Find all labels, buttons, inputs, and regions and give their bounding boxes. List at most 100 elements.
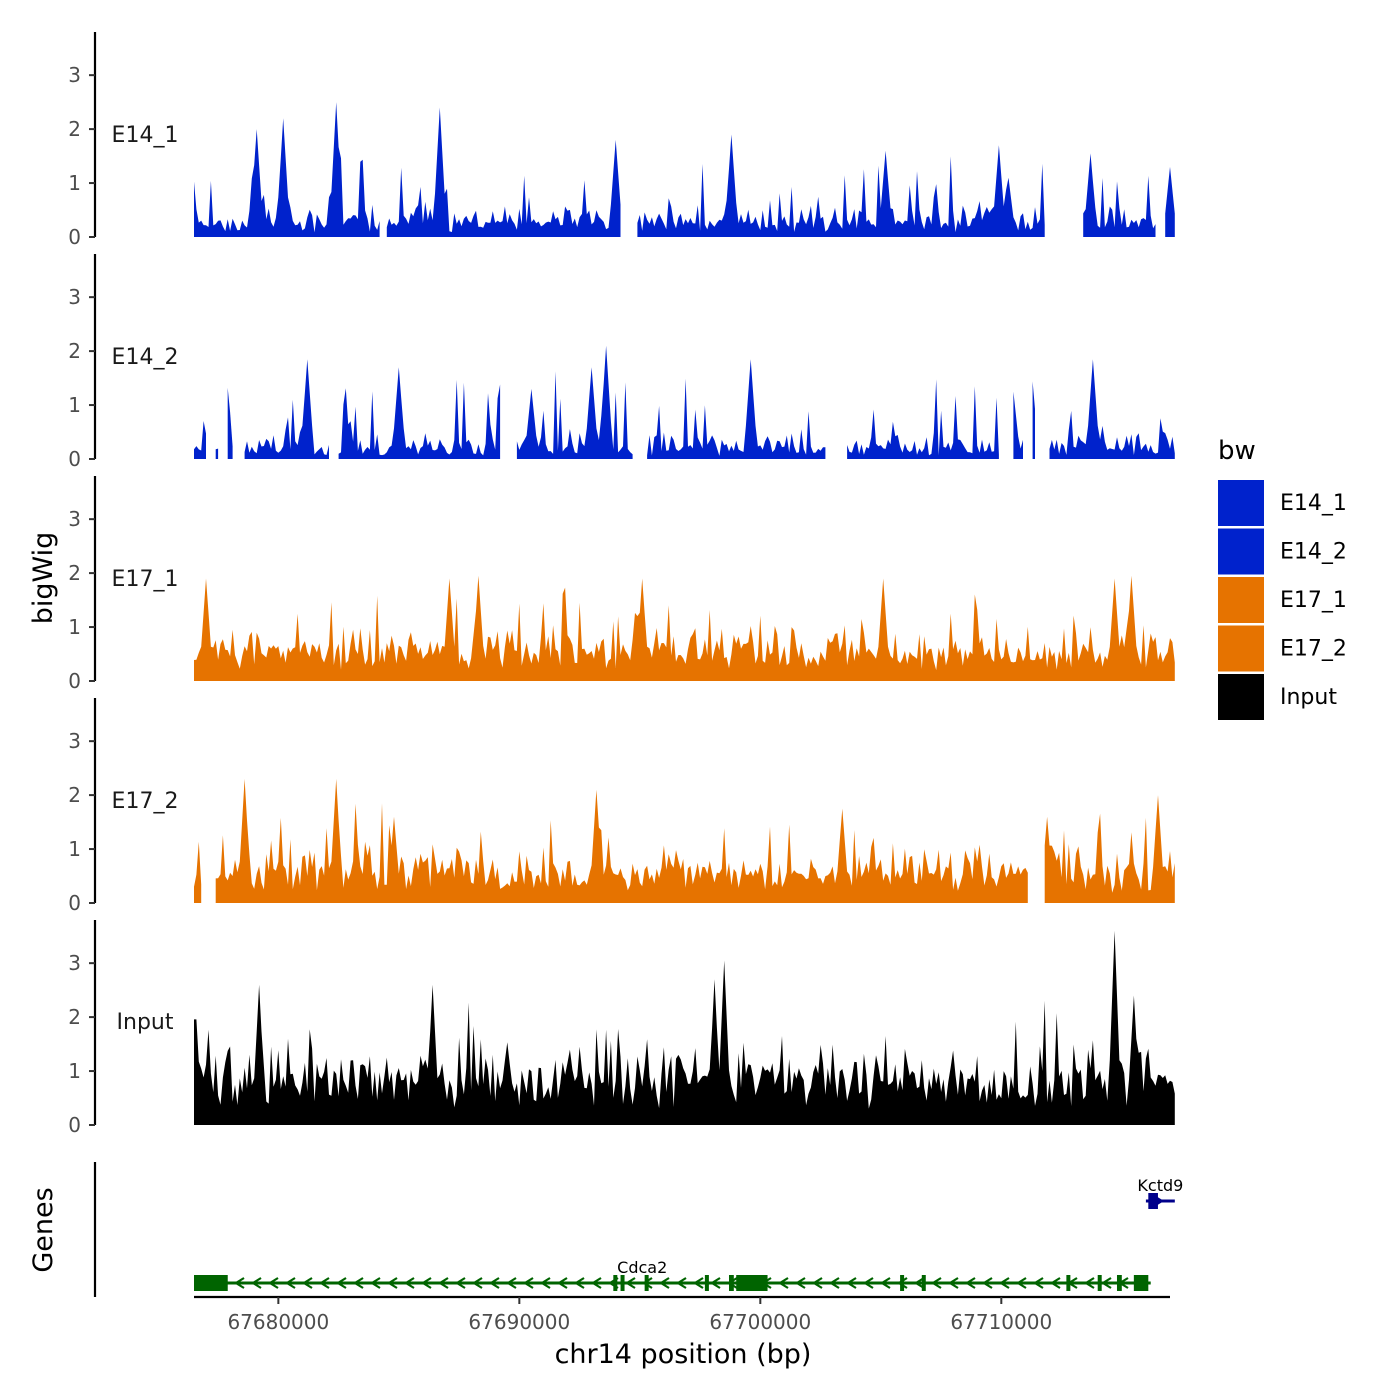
legend-label-input: Input — [1280, 685, 1337, 710]
strand-chevron — [896, 1277, 908, 1289]
track-panels: 0 1 2 3 E14_1 0 1 2 3 E14_2 0 1 2 3 E17_1 0 1 2 3 E17_2 0 1 2 3… — [68, 32, 1175, 1137]
y-tick-label: 0 — [68, 669, 81, 693]
signal-area-e14_2 — [194, 421, 206, 459]
legend-swatch-input — [1218, 674, 1264, 720]
strand-chevron — [454, 1277, 466, 1289]
gene-exon — [728, 1275, 734, 1291]
signal-area-e17_2 — [1044, 795, 1175, 903]
strand-chevron — [624, 1277, 636, 1289]
strand-chevron — [420, 1277, 432, 1289]
track-panel-e14_2: 0 1 2 3 E14_2 — [68, 254, 1175, 471]
y-tick-label: 1 — [68, 171, 81, 195]
legend-swatch-e17_1 — [1218, 577, 1264, 623]
strand-chevron — [505, 1277, 517, 1289]
signal-area-e14_1 — [194, 102, 380, 237]
signal-area-e14_2 — [338, 367, 501, 459]
strand-chevron — [1015, 1277, 1027, 1289]
track-panel-input: 0 1 2 3 Input — [68, 920, 1175, 1137]
signal-area-e14_1 — [1165, 166, 1175, 237]
y-tick-label: 3 — [68, 507, 81, 531]
track-panel-e14_1: 0 1 2 3 E14_1 — [68, 32, 1175, 249]
signal-area-e14_2 — [215, 448, 219, 459]
y-tick-label: 2 — [68, 117, 81, 141]
signal-area-e14_2 — [1049, 359, 1175, 459]
gene-label: Kctd9 — [1137, 1176, 1183, 1195]
strand-chevron — [658, 1277, 670, 1289]
strand-chevron — [828, 1277, 840, 1289]
y-tick-label: 2 — [68, 783, 81, 807]
y-tick-label: 1 — [68, 1059, 81, 1083]
gene-kctd9: Kctd9 — [1137, 1176, 1183, 1209]
y-axis-title: bigWig — [28, 532, 59, 625]
x-tick-label: 67710000 — [950, 1310, 1052, 1334]
strand-chevron — [267, 1277, 279, 1289]
signal-area-e14_2 — [244, 359, 329, 459]
track-label: E17_1 — [112, 567, 179, 592]
strand-chevron — [879, 1277, 891, 1289]
y-tick-label: 2 — [68, 561, 81, 585]
y-tick-label: 3 — [68, 951, 81, 975]
strand-chevron — [964, 1277, 976, 1289]
strand-chevron — [233, 1277, 245, 1289]
x-tick-label: 67700000 — [709, 1310, 811, 1334]
strand-chevron — [437, 1277, 449, 1289]
strand-chevron — [913, 1277, 925, 1289]
legend-swatch-e17_2 — [1218, 625, 1264, 672]
genes-axis-title: Genes — [28, 1187, 59, 1272]
gene-exon — [194, 1275, 228, 1291]
track-label: E17_2 — [112, 789, 179, 814]
signal-area-e14_2 — [647, 359, 826, 459]
gene-label: Cdca2 — [617, 1258, 667, 1277]
gene-exon — [1116, 1275, 1122, 1291]
x-tick-label: 67680000 — [227, 1310, 329, 1334]
x-tick-label: 67690000 — [468, 1310, 570, 1334]
gene-exon — [704, 1275, 709, 1291]
gene-exon — [1148, 1193, 1158, 1209]
gene-exon — [900, 1275, 905, 1291]
signal-area-e14_2 — [516, 345, 633, 459]
legend-label-e17_1: E17_1 — [1280, 588, 1347, 613]
y-tick-label: 0 — [68, 1113, 81, 1137]
signal-area-e14_1 — [1083, 153, 1156, 237]
strand-chevron — [641, 1277, 653, 1289]
strand-chevron — [692, 1277, 704, 1289]
strand-chevron — [318, 1277, 330, 1289]
signal-area-e17_2 — [215, 778, 1028, 903]
y-tick-label: 1 — [68, 615, 81, 639]
y-tick-label: 2 — [68, 1005, 81, 1029]
strand-chevron — [352, 1277, 364, 1289]
strand-chevron — [675, 1277, 687, 1289]
strand-chevron — [709, 1277, 721, 1289]
signal-area-input — [194, 930, 1175, 1125]
strand-chevron — [590, 1277, 602, 1289]
strand-chevron — [845, 1277, 857, 1289]
strand-chevron — [369, 1277, 381, 1289]
strand-chevron — [522, 1277, 534, 1289]
strand-chevron — [1049, 1277, 1061, 1289]
gene-exon — [1066, 1275, 1071, 1291]
legend: bw E14_1 E14_2 E17_1 E17_2 Input — [1218, 436, 1347, 720]
strand-chevron — [556, 1277, 568, 1289]
strand-chevron — [301, 1277, 313, 1289]
strand-chevron — [284, 1277, 296, 1289]
gene-exon — [921, 1275, 926, 1291]
strand-chevron — [573, 1277, 585, 1289]
strand-chevron — [1032, 1277, 1044, 1289]
gene-cdca2: Cdca2 — [194, 1258, 1151, 1291]
strand-chevron — [488, 1277, 500, 1289]
strand-chevron — [1083, 1277, 1095, 1289]
signal-area-e17_2 — [194, 841, 202, 903]
strand-chevron — [539, 1277, 551, 1289]
gene-exon — [736, 1275, 768, 1291]
strand-chevron — [1100, 1277, 1112, 1289]
strand-chevron — [403, 1277, 415, 1289]
signal-area-e14_1 — [637, 134, 1045, 237]
y-tick-label: 3 — [68, 63, 81, 87]
gene-track-panel: Cdca2 Kctd9 — [93, 1162, 1183, 1297]
legend-label-e17_2: E17_2 — [1280, 637, 1347, 662]
y-tick-label: 3 — [68, 729, 81, 753]
gene-exon — [1133, 1275, 1149, 1291]
signal-area-e14_2 — [227, 387, 233, 459]
track-label: E14_1 — [112, 123, 179, 148]
